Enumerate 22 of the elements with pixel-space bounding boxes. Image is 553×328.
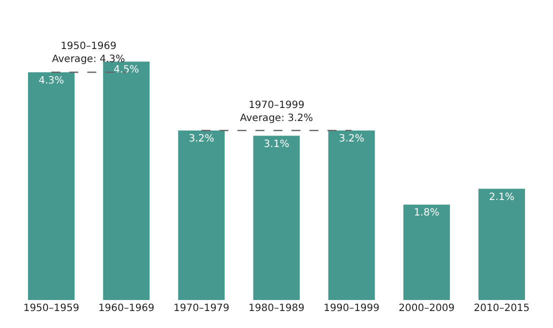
- bar: [478, 188, 525, 300]
- bar: [403, 204, 450, 300]
- data-label: 1.8%: [414, 208, 440, 219]
- data-label: 4.5%: [114, 64, 140, 76]
- data-label: 2.1%: [489, 192, 514, 203]
- bar: [103, 62, 150, 300]
- bar: [253, 136, 300, 300]
- data-label: 3.1%: [264, 138, 290, 150]
- x-tick-label: 2000–2009: [398, 303, 455, 314]
- data-label: 3.2%: [338, 134, 364, 145]
- data-label: 4.3%: [38, 75, 64, 86]
- x-tick-label: 1960–1969: [98, 303, 154, 314]
- bar: [328, 130, 375, 300]
- bar: [28, 72, 75, 300]
- data-label: 3.2%: [188, 134, 214, 145]
- x-tick-label: 2010–2015: [474, 303, 530, 314]
- x-tick-label: 1950–1959: [23, 303, 80, 314]
- annotation: 1970–1999 Average: 3.2%: [240, 100, 314, 124]
- x-tick-label: 1970–1979: [173, 303, 230, 314]
- bar: [178, 130, 225, 300]
- x-tick-label: 1990–1999: [324, 303, 380, 314]
- x-tick-label: 1980–1989: [248, 303, 304, 314]
